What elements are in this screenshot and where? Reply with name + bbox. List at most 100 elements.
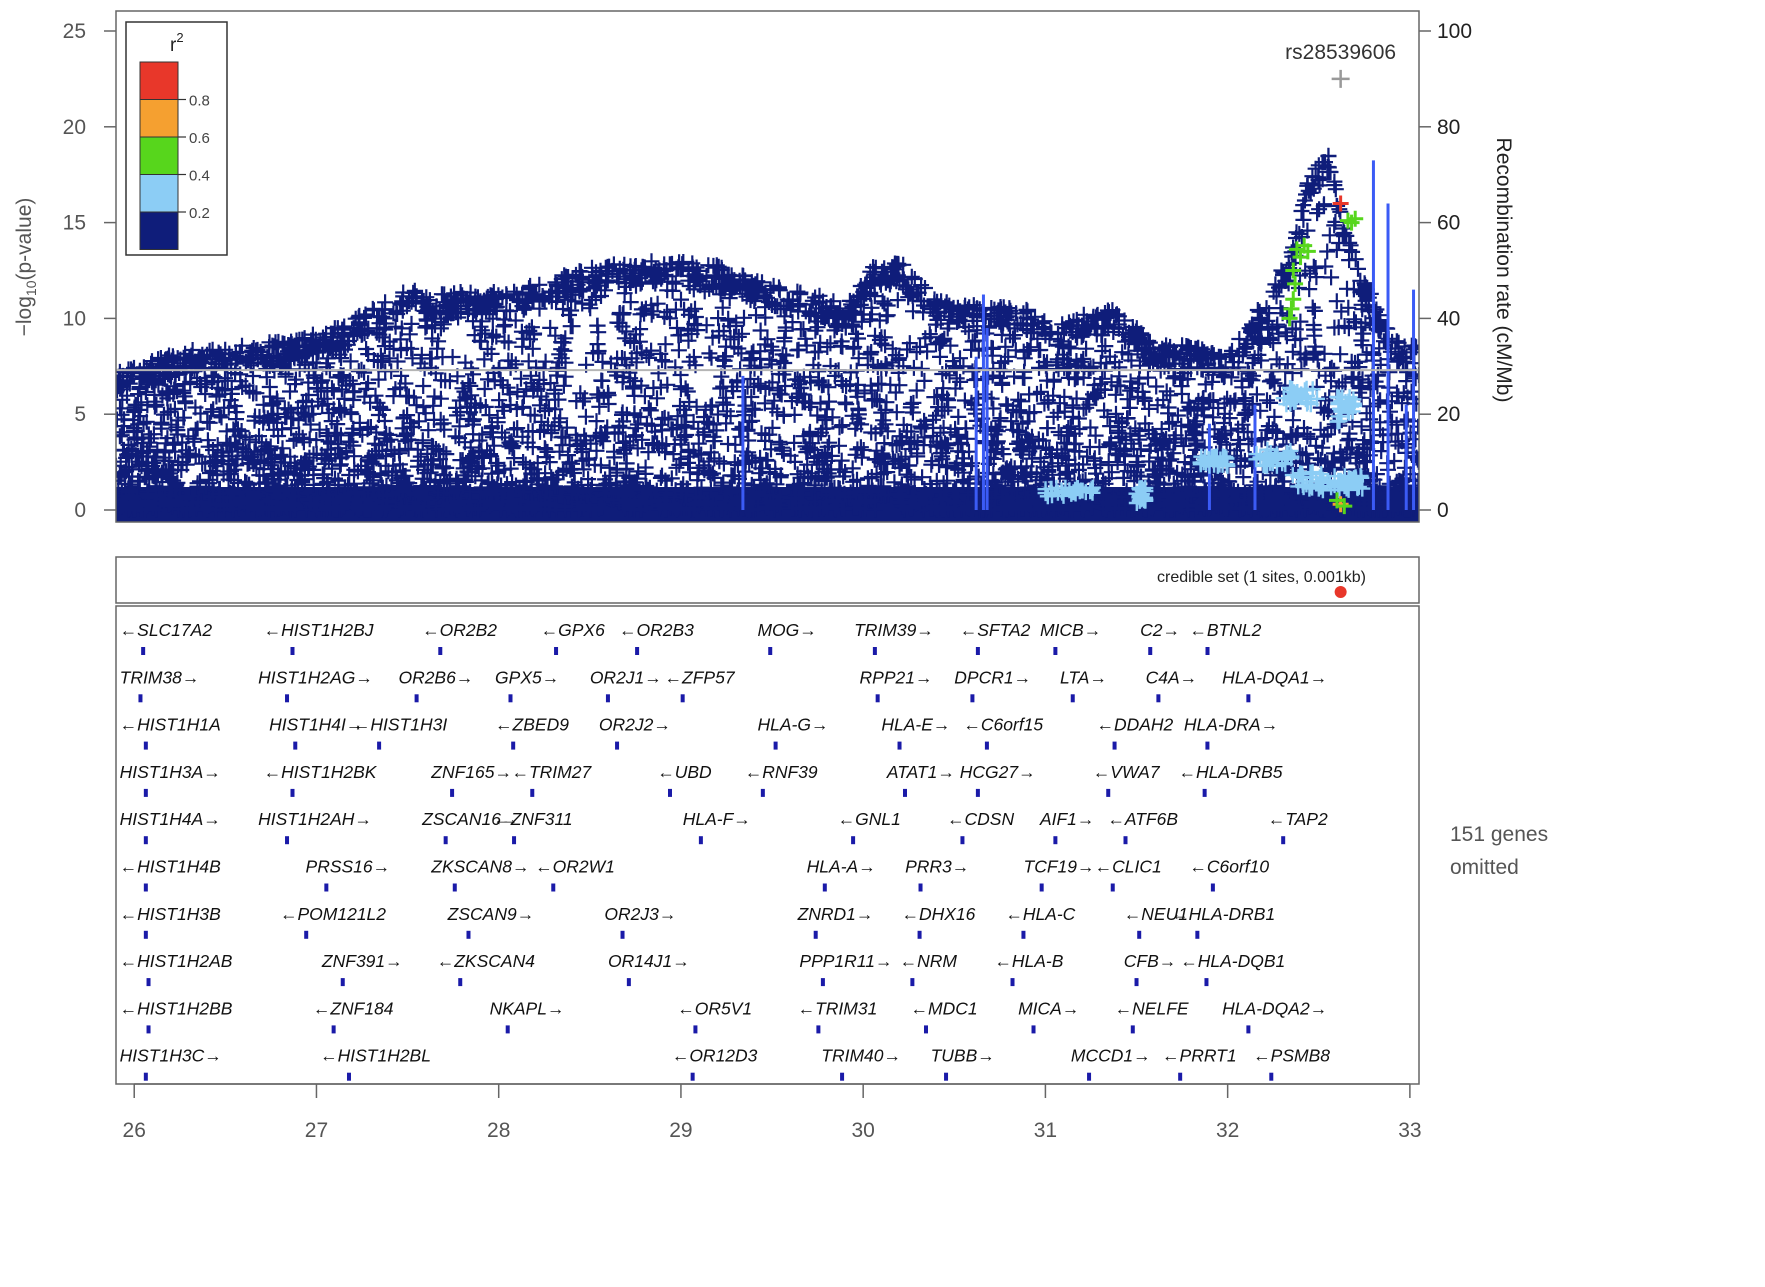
gene-body bbox=[1021, 930, 1026, 939]
ld-snp-marker bbox=[1347, 210, 1364, 227]
legend-label: 0.6 bbox=[189, 130, 210, 147]
gene-label: ←PSMB8 bbox=[1253, 1046, 1330, 1066]
gene-label: ←HIST1H4B bbox=[120, 857, 221, 877]
gene-body bbox=[960, 836, 965, 845]
gene-label: HLA-G→ bbox=[757, 715, 828, 735]
gene-label: OR2J1→ bbox=[590, 667, 662, 687]
gene-body bbox=[450, 788, 455, 797]
gene-body bbox=[340, 978, 345, 987]
gene-body bbox=[1205, 741, 1210, 750]
gene-label: RPP21→ bbox=[860, 667, 933, 687]
y2-tick-label: 20 bbox=[1437, 403, 1460, 426]
gene-label: ←SLC17A2 bbox=[120, 620, 213, 640]
gene-body bbox=[293, 741, 298, 750]
gene-body bbox=[918, 883, 923, 892]
gene-body bbox=[917, 930, 922, 939]
gene-label: ←CLIC1 bbox=[1095, 857, 1162, 877]
gene-body bbox=[1269, 1072, 1274, 1081]
gene-label: ←VWA7 bbox=[1093, 762, 1161, 782]
gene-body bbox=[902, 788, 907, 797]
y2-tick-label: 60 bbox=[1437, 212, 1460, 235]
gene-body bbox=[680, 694, 685, 703]
gene-body bbox=[290, 647, 295, 655]
gene-label: ATAT1→ bbox=[886, 762, 955, 782]
gene-label: ←DHX16 bbox=[901, 904, 975, 924]
y-tick-label: 0 bbox=[74, 499, 86, 522]
y-axis-label: −log10(p-value) bbox=[13, 198, 39, 337]
gene-label: HIST1H3A→ bbox=[120, 762, 221, 782]
gene-label: ←ATF6B bbox=[1107, 809, 1178, 829]
gene-label: ←GNL1 bbox=[838, 809, 901, 829]
gene-body bbox=[1205, 647, 1210, 655]
ld-snp-marker bbox=[1339, 212, 1356, 229]
gene-label: ←HIST1H2BJ bbox=[264, 620, 374, 640]
legend-swatch bbox=[139, 136, 179, 175]
gene-body bbox=[290, 788, 295, 797]
gene-label: ←OR2B2 bbox=[422, 620, 497, 640]
gene-label: ZSCAN9→ bbox=[447, 904, 535, 924]
x-tick-label: 30 bbox=[851, 1119, 874, 1142]
legend-swatch bbox=[139, 99, 179, 138]
gene-label: ←HIST1H1A bbox=[120, 715, 221, 735]
gene-label: ←HLA-C bbox=[1005, 904, 1075, 924]
gene-body bbox=[693, 1025, 698, 1034]
lead-snp: rs28539606 bbox=[1285, 41, 1396, 88]
gene-body bbox=[414, 694, 419, 703]
gene-body bbox=[1110, 883, 1115, 892]
gene-label: ←ZNF311 bbox=[493, 809, 572, 829]
legend-label: 0.4 bbox=[189, 168, 210, 185]
gene-body bbox=[143, 741, 148, 750]
gene-label: HIST1H4A→ bbox=[120, 809, 221, 829]
gene-body bbox=[768, 647, 773, 655]
gene-body bbox=[143, 883, 148, 892]
association-panel-frame bbox=[115, 10, 1420, 523]
gene-body bbox=[1070, 694, 1075, 703]
gene-body bbox=[910, 978, 915, 987]
gene-body bbox=[141, 647, 146, 655]
gene-label: ←CDSN bbox=[947, 809, 1014, 829]
gene-body bbox=[1087, 1072, 1092, 1081]
gene-label: ←HLA-B bbox=[994, 951, 1063, 971]
gene-body bbox=[605, 694, 610, 703]
gene-label: ←HIST1H2AB bbox=[120, 951, 233, 971]
legend-swatch bbox=[139, 61, 179, 100]
gene-body bbox=[813, 930, 818, 939]
gene-label: ←OR12D3 bbox=[672, 1046, 758, 1066]
gene-label: PPP1R11→ bbox=[799, 951, 892, 971]
gene-label: MICA→ bbox=[1018, 998, 1079, 1018]
gene-body bbox=[1039, 883, 1044, 892]
gene-body bbox=[458, 978, 463, 987]
gene-label: HIST1H2AH→ bbox=[258, 809, 372, 829]
ld-snp-cluster bbox=[1275, 380, 1325, 413]
credible-set-point bbox=[1334, 586, 1347, 598]
gene-body bbox=[773, 741, 778, 750]
credible-set-label: credible set (1 sites, 0.001kb) bbox=[1157, 569, 1366, 586]
y-tick-label: 10 bbox=[63, 307, 86, 330]
gene-label: ZKSCAN8→ bbox=[430, 857, 529, 877]
gene-body bbox=[438, 647, 443, 655]
gene-body bbox=[146, 978, 151, 987]
legend-swatch bbox=[139, 211, 179, 250]
gene-body bbox=[511, 741, 516, 750]
gene-body bbox=[1137, 930, 1142, 939]
gene-body bbox=[1246, 694, 1251, 703]
x-tick-label: 26 bbox=[123, 1119, 146, 1142]
gene-label: ←TAP2 bbox=[1268, 809, 1328, 829]
gene-body bbox=[1010, 978, 1015, 987]
gene-body bbox=[324, 883, 329, 892]
gene-body bbox=[1112, 741, 1117, 750]
gene-body bbox=[143, 836, 148, 845]
snp-markers bbox=[116, 147, 1419, 518]
legend-swatch bbox=[139, 174, 179, 213]
gene-body bbox=[875, 694, 880, 703]
gene-label: MOG→ bbox=[757, 620, 816, 640]
highlight-points bbox=[1037, 195, 1371, 515]
gene-body bbox=[530, 788, 535, 797]
gene-body bbox=[822, 883, 827, 892]
y-tick-label: 15 bbox=[63, 212, 86, 235]
gene-body bbox=[760, 788, 765, 797]
gene-body bbox=[897, 741, 902, 750]
gene-label: ←RNF39 bbox=[745, 762, 818, 782]
gene-label: MCCD1→ bbox=[1071, 1046, 1151, 1066]
